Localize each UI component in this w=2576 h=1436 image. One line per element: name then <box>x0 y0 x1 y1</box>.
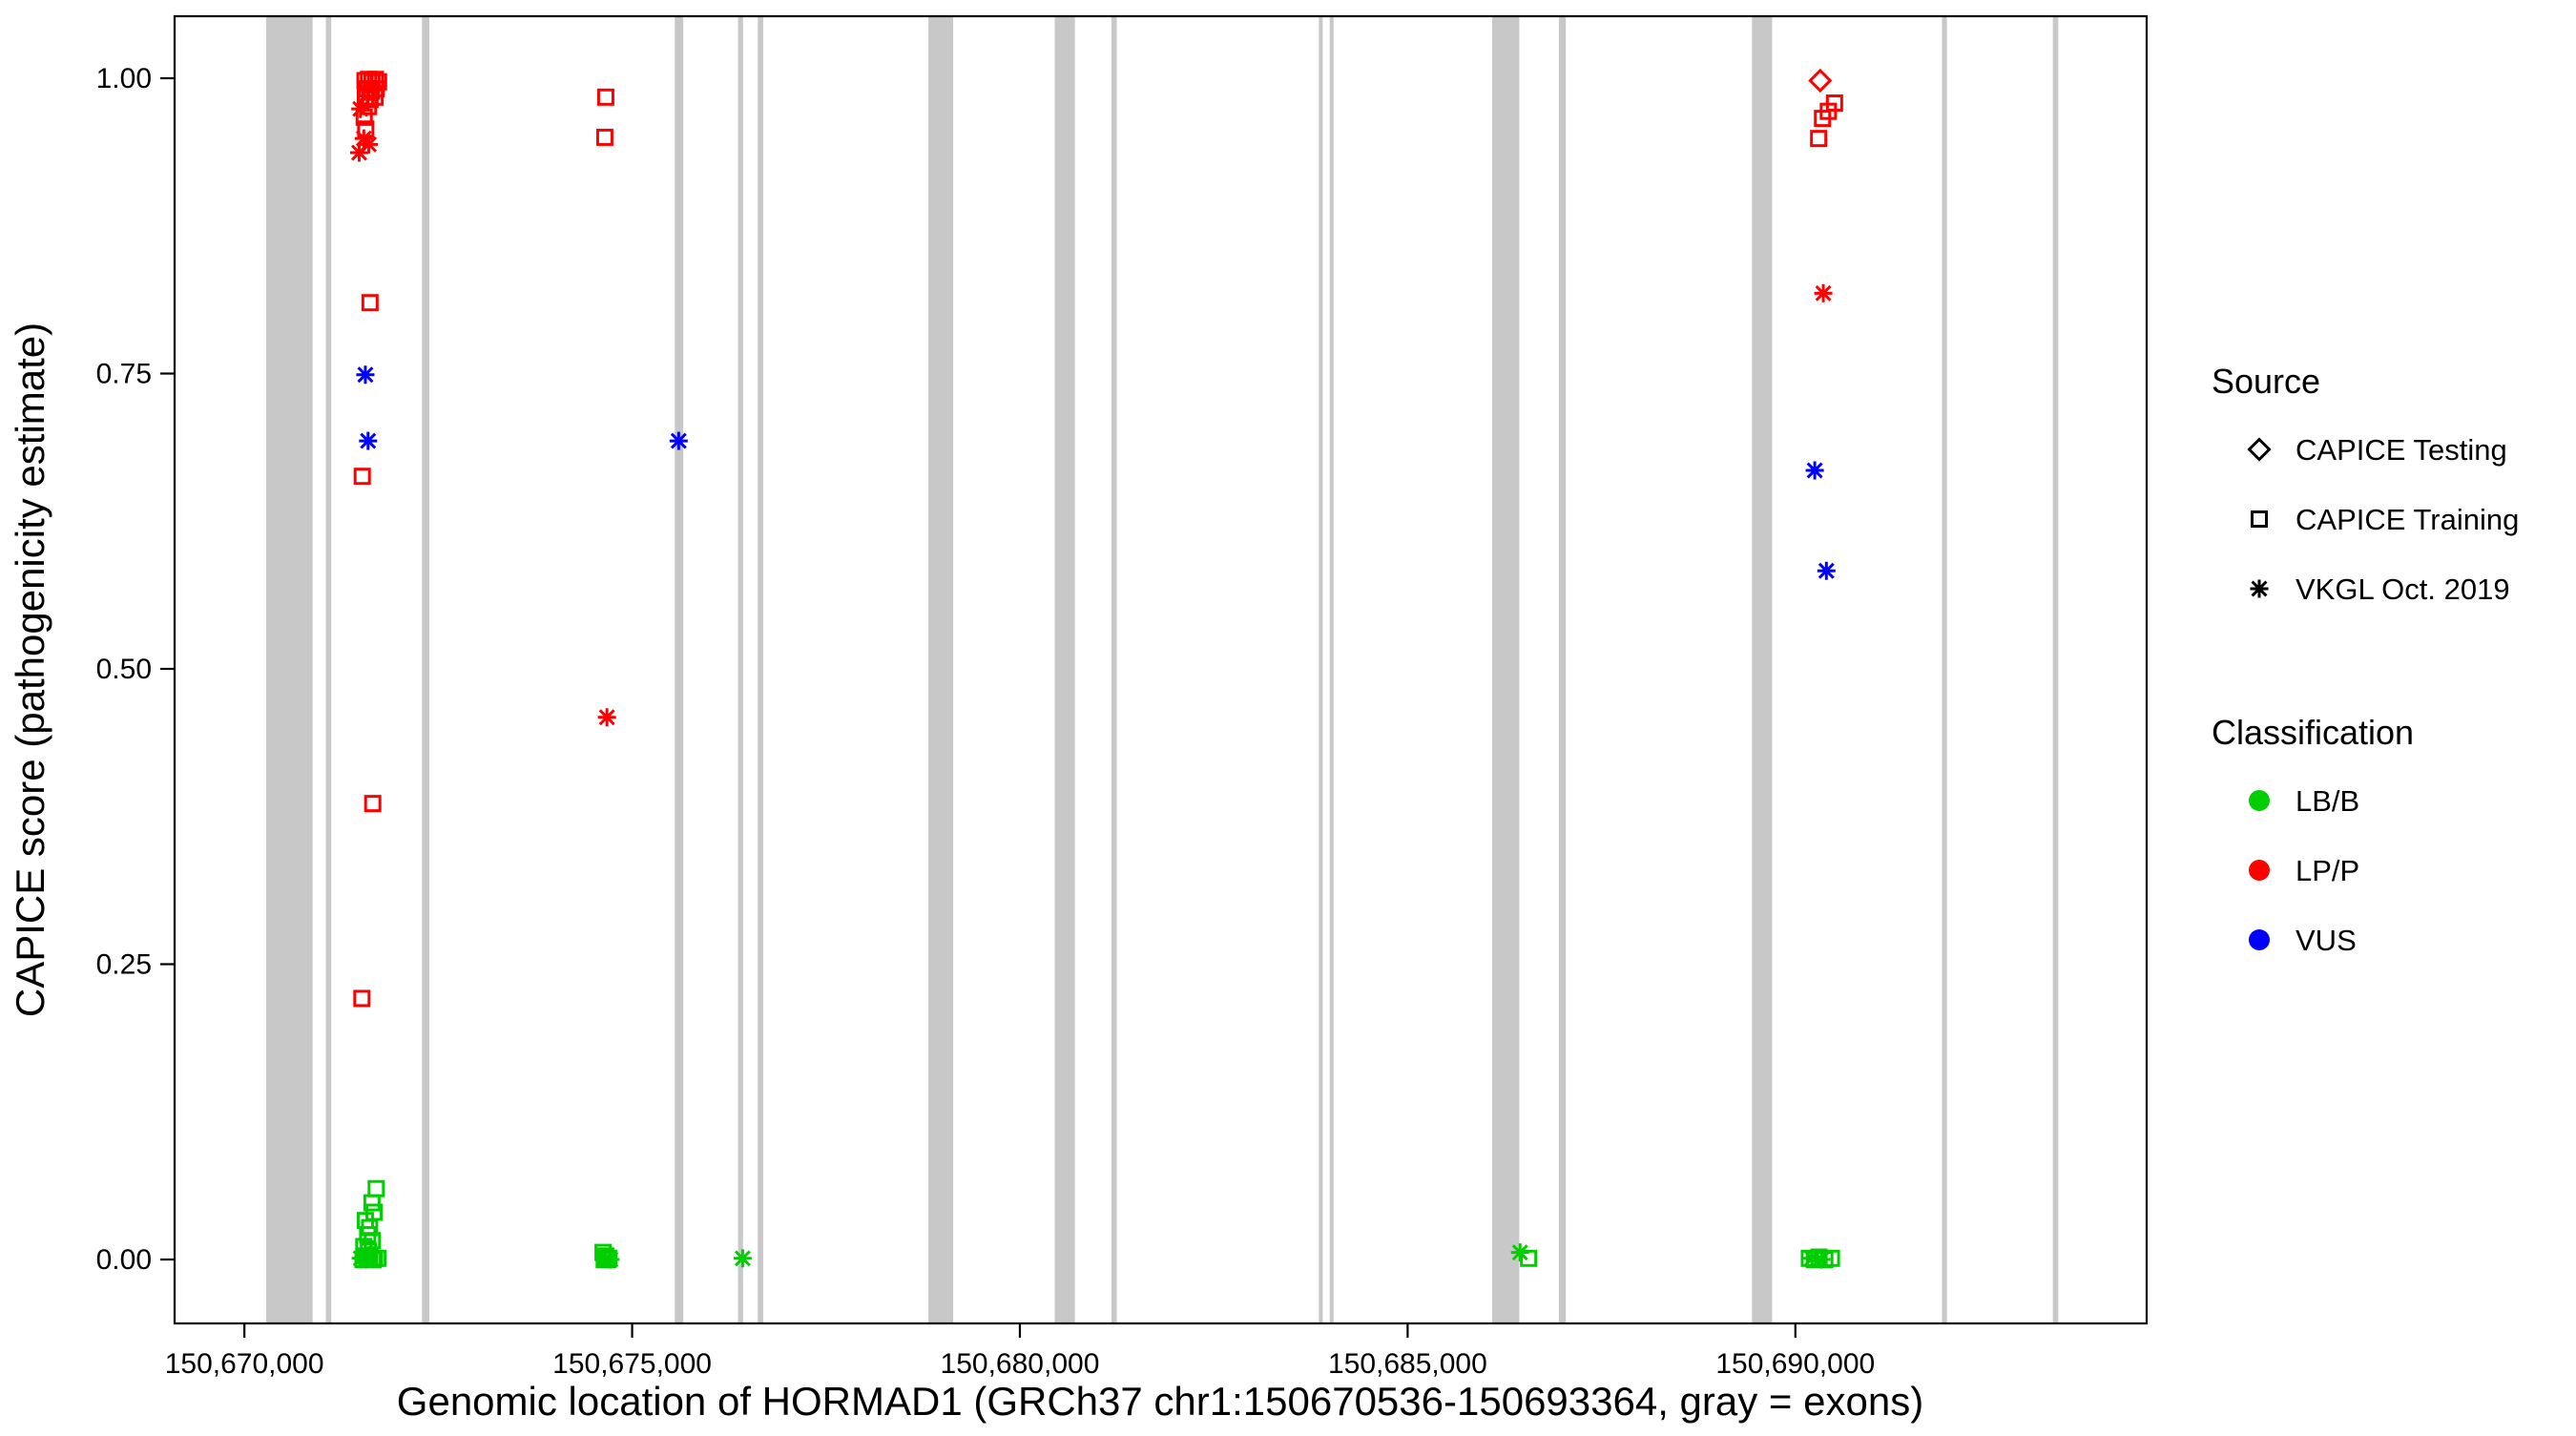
point-asterisk-lbb <box>356 1250 375 1269</box>
exon-bar <box>1319 17 1323 1322</box>
exon-bar <box>737 17 743 1322</box>
exon-bar <box>1558 17 1567 1322</box>
legend-item-capice-testing: CAPICE Testing <box>2247 433 2507 467</box>
y-tick-label: 1.00 <box>96 63 152 94</box>
exon-bar <box>2052 17 2059 1322</box>
point-asterisk-vus <box>1805 461 1824 480</box>
legend-classification-title: Classification <box>2212 713 2414 752</box>
point-asterisk-vus <box>1817 561 1836 580</box>
y-tick-label: 0.50 <box>96 654 152 685</box>
legend-item-label: CAPICE Testing <box>2296 433 2507 467</box>
x-tick-label: 150,675,000 <box>552 1348 712 1380</box>
exon-bar <box>325 17 332 1322</box>
legend-classification-items: LB/B LP/P VUS <box>2249 784 2359 957</box>
legend-item-label: VUS <box>2296 924 2357 957</box>
point-square-lpp <box>595 128 613 146</box>
exon-bars <box>265 17 2059 1322</box>
x-tick-label: 150,690,000 <box>1715 1348 1875 1380</box>
point-asterisk-vus <box>669 431 688 450</box>
point-asterisk-lpp <box>597 708 616 727</box>
y-axis-title: CAPICE score (pathogenicity estimate) <box>8 323 52 1017</box>
point-square-lpp <box>353 468 371 486</box>
point-square-lpp <box>596 88 614 106</box>
y-tick-label: 0.00 <box>96 1244 152 1276</box>
y-axis: 0.00 0.25 0.50 0.75 1.00 <box>96 63 175 1276</box>
x-axis: 150,670,000 150,675,000 150,680,000 150,685… <box>165 1323 1875 1380</box>
point-square-lbb <box>363 1194 381 1212</box>
y-tick-label: 0.75 <box>96 359 152 390</box>
legend-item-vus: VUS <box>2249 924 2357 957</box>
x-tick-label: 150,670,000 <box>165 1348 324 1380</box>
exon-bar <box>1054 17 1075 1322</box>
exon-bar <box>928 17 954 1322</box>
exon-bar <box>1329 17 1334 1322</box>
legend-item-label: LB/B <box>2296 784 2359 818</box>
x-tick-label: 150,685,000 <box>1328 1348 1487 1380</box>
point-asterisk-lpp <box>1814 283 1833 302</box>
x-axis-title: Genomic location of HORMAD1 (GRCh37 chr1… <box>397 1379 1923 1424</box>
legend-item-label: CAPICE Training <box>2296 503 2519 536</box>
point-square-lpp <box>364 795 382 813</box>
exon-bar <box>1752 17 1773 1322</box>
exon-bar <box>265 17 313 1322</box>
y-tick-label: 0.25 <box>96 949 152 981</box>
exon-bar <box>675 17 684 1322</box>
point-square-lpp <box>1814 110 1832 128</box>
data-points <box>349 68 1843 1269</box>
legend-item-label: VKGL Oct. 2019 <box>2296 572 2510 606</box>
legend-item-vkgl-oct-2019: VKGL Oct. 2019 <box>2250 572 2510 606</box>
point-square-lbb <box>1520 1249 1538 1267</box>
point-asterisk-vus <box>356 365 375 385</box>
asterisk-icon <box>2250 579 2269 598</box>
point-square-lpp <box>361 294 379 312</box>
point-square-lpp <box>353 989 371 1008</box>
exon-bar <box>1942 17 1947 1322</box>
point-asterisk-lbb <box>733 1249 752 1268</box>
legend: Source CAPICE Testing CAPICE Training VKGL… <box>2212 362 2519 957</box>
square-open-icon <box>2251 510 2268 528</box>
point-asterisk-lbb <box>601 1250 620 1269</box>
exon-bar <box>758 17 763 1322</box>
point-square-lpp <box>1810 130 1828 148</box>
legend-item-capice-training: CAPICE Training <box>2251 503 2519 536</box>
legend-item-lb-b: LB/B <box>2249 784 2359 818</box>
classification-dot-icon <box>2249 860 2270 881</box>
point-asterisk-lpp <box>349 143 368 162</box>
point-asterisk-lpp <box>351 99 370 118</box>
point-asterisk-vus <box>359 431 378 450</box>
legend-item-label: LP/P <box>2296 854 2359 887</box>
exon-bar <box>1111 17 1117 1322</box>
legend-item-lp-p: LP/P <box>2249 854 2359 887</box>
diamond-open-icon <box>2247 437 2272 462</box>
point-diamond-lpp <box>1808 68 1833 94</box>
legend-source-items: CAPICE Testing CAPICE Training VKGL Oct. 2… <box>2247 433 2519 606</box>
classification-dot-icon <box>2249 790 2270 811</box>
legend-source-title: Source <box>2212 362 2320 401</box>
exon-bar <box>422 17 430 1322</box>
x-tick-label: 150,680,000 <box>941 1348 1100 1380</box>
point-asterisk-lbb <box>1812 1250 1831 1269</box>
exon-bar <box>1491 17 1520 1322</box>
classification-dot-icon <box>2249 929 2270 950</box>
